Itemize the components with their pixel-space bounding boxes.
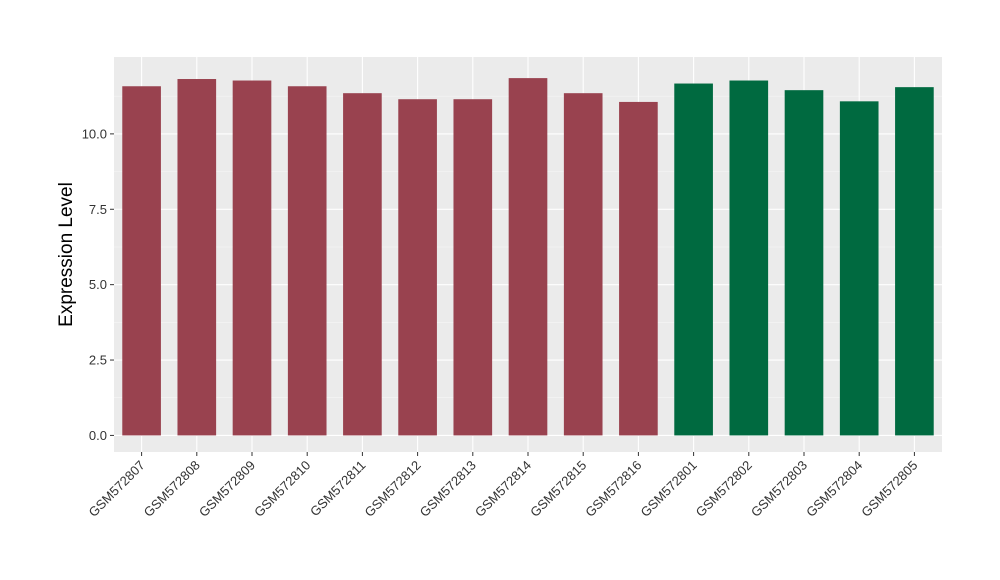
y-tick-label: 10.0 xyxy=(82,126,107,141)
y-axis-title: Expression Level xyxy=(56,182,77,327)
x-tick-label: GSM572812 xyxy=(361,458,423,520)
x-tick-label: GSM572813 xyxy=(417,458,479,520)
x-tick-label: GSM572816 xyxy=(582,458,644,520)
bar-GSM572810 xyxy=(287,86,327,436)
x-tick-label: GSM572814 xyxy=(472,458,534,520)
bar-GSM572814 xyxy=(508,78,548,436)
x-tick-label: GSM572803 xyxy=(748,458,810,520)
x-tick-label: GSM572809 xyxy=(196,458,258,520)
x-tick-label: GSM572805 xyxy=(858,458,920,520)
x-tick-label: GSM572801 xyxy=(637,458,699,520)
bar-GSM572813 xyxy=(453,99,493,436)
y-axis: 0.0 2.5 5.0 7.5 10.0 xyxy=(82,126,114,443)
bar-GSM572811 xyxy=(343,93,382,436)
bar-GSM572815 xyxy=(563,93,603,436)
x-tick-label: GSM572810 xyxy=(251,458,313,520)
bar-GSM572805 xyxy=(895,87,934,436)
y-tick-label: 5.0 xyxy=(89,277,107,292)
bar-GSM572816 xyxy=(619,101,658,436)
bar-GSM572807 xyxy=(122,86,161,436)
bar-GSM572812 xyxy=(398,99,437,436)
x-tick-label: GSM572804 xyxy=(803,458,865,520)
bar-GSM572801 xyxy=(674,83,713,436)
x-axis: GSM572807GSM572808GSM572809GSM572810GSM5… xyxy=(85,452,921,520)
bar-GSM572804 xyxy=(839,101,879,436)
x-tick-label: GSM572808 xyxy=(141,458,203,520)
x-tick-label: GSM572815 xyxy=(527,458,589,520)
y-tick-label: 0.0 xyxy=(89,428,107,443)
y-tick-label: 7.5 xyxy=(89,202,107,217)
x-tick-label: GSM572811 xyxy=(307,458,369,520)
bar-GSM572808 xyxy=(177,79,217,436)
bar-GSM572809 xyxy=(232,80,272,436)
y-tick-label: 2.5 xyxy=(89,353,107,368)
bar-GSM572803 xyxy=(784,90,824,436)
bars xyxy=(122,78,934,436)
x-tick-label: GSM572802 xyxy=(693,458,755,520)
x-tick-label: GSM572807 xyxy=(85,458,147,520)
bar-GSM572802 xyxy=(729,80,769,436)
